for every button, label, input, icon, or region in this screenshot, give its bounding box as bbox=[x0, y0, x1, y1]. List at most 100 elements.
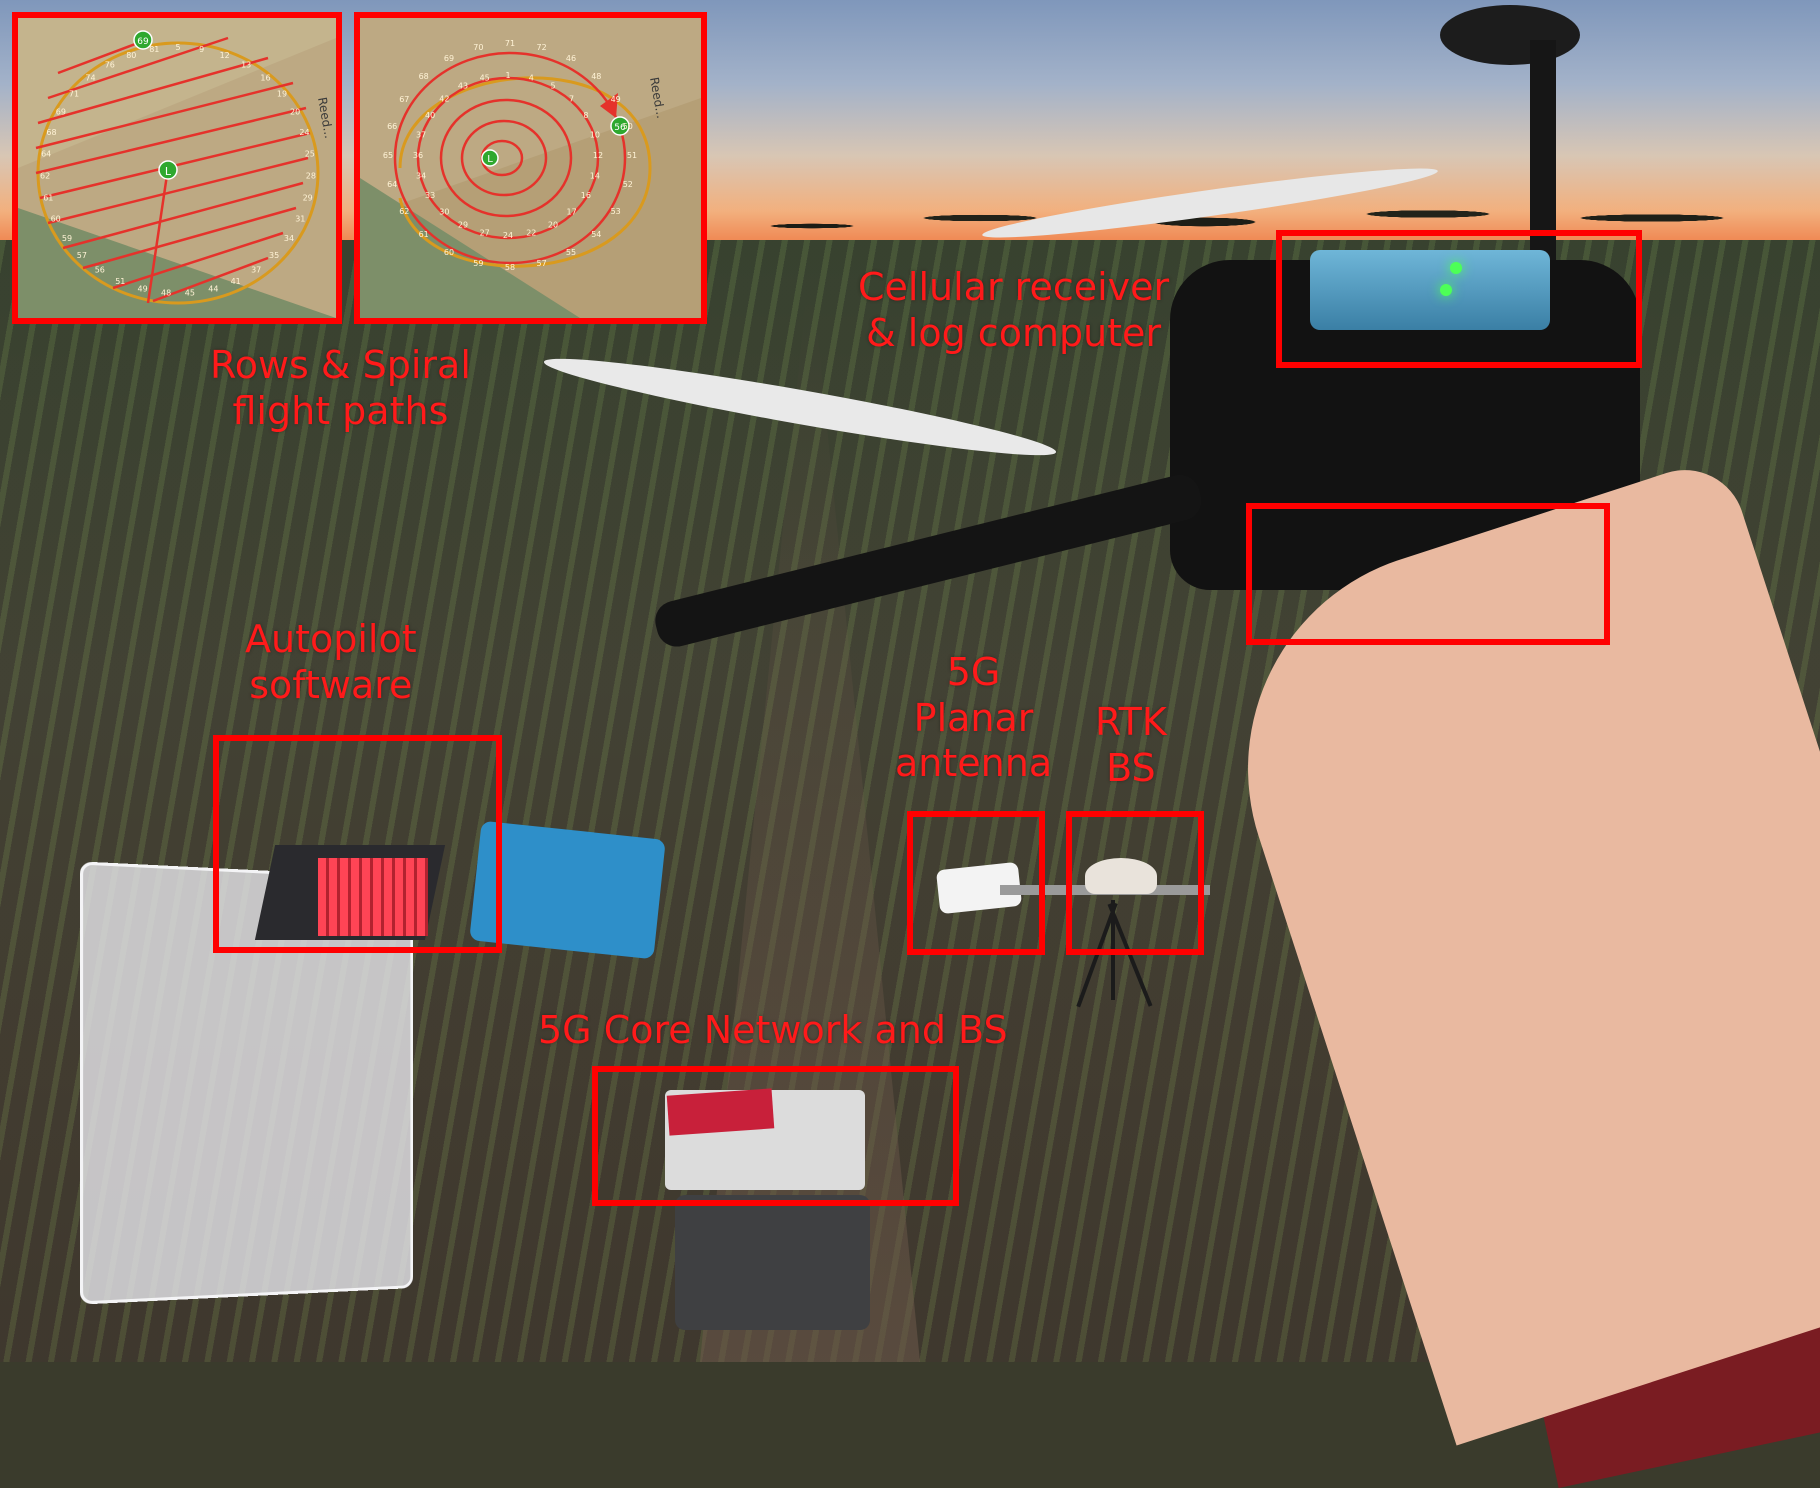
waypoint-number: 51 bbox=[627, 151, 637, 160]
waypoint-number: 9 bbox=[199, 45, 204, 54]
portable-power-station bbox=[675, 1195, 870, 1330]
waypoint-number: 5 bbox=[550, 82, 555, 91]
waypoint-number: 59 bbox=[473, 259, 483, 268]
waypoint-number: 68 bbox=[46, 128, 56, 137]
waypoint-number: 76 bbox=[105, 60, 115, 69]
waypoint-number: 65 bbox=[383, 151, 393, 160]
waypoint-number: 36 bbox=[413, 151, 423, 160]
waypoint-number: 27 bbox=[480, 228, 490, 237]
rows-spiral-label: Rows & Spiral flight paths bbox=[210, 343, 471, 434]
waypoint-number: 34 bbox=[416, 172, 426, 181]
waypoint-number: 60 bbox=[444, 248, 454, 257]
waypoint-number: 37 bbox=[416, 130, 426, 139]
waypoint-number: 81 bbox=[149, 45, 159, 54]
waypoint-number: 57 bbox=[537, 259, 547, 268]
waypoint-number: 62 bbox=[40, 172, 50, 181]
waypoint-number: 71 bbox=[69, 89, 79, 98]
waypoint-number: 66 bbox=[387, 122, 397, 131]
waypoint-number: 1 bbox=[505, 71, 510, 80]
waypoint-number: 29 bbox=[303, 193, 313, 202]
waypoint-number: 24 bbox=[299, 128, 309, 137]
treeline bbox=[700, 170, 1820, 250]
waypoint-number: 29 bbox=[458, 220, 468, 229]
waypoint-number: 37 bbox=[251, 266, 261, 275]
waypoint-number: 57 bbox=[77, 251, 87, 260]
waypoint-number: 70 bbox=[473, 43, 483, 52]
waypoint-number: 69 bbox=[56, 108, 66, 117]
end-marker-label: 69 bbox=[137, 37, 149, 47]
waypoint-number: 12 bbox=[220, 51, 230, 60]
drone-payload-box bbox=[1246, 503, 1610, 645]
waypoint-number: 72 bbox=[537, 43, 547, 52]
waypoint-number: 64 bbox=[387, 180, 397, 189]
waypoint-number: 16 bbox=[581, 191, 591, 200]
waypoint-number: 49 bbox=[138, 285, 148, 294]
waypoint-number: 4 bbox=[529, 74, 534, 83]
waypoint-number: 7 bbox=[569, 94, 574, 103]
waypoint-number: 19 bbox=[277, 89, 287, 98]
waypoint-number: 28 bbox=[306, 172, 316, 181]
waypoint-number: 69 bbox=[444, 54, 454, 63]
planar-antenna-label: 5G Planar antenna bbox=[895, 650, 1052, 787]
rtk-bs-box bbox=[1066, 811, 1204, 955]
waypoint-number: 42 bbox=[439, 94, 449, 103]
waypoint-number: 68 bbox=[419, 72, 429, 81]
waypoint-number: 40 bbox=[425, 111, 435, 120]
waypoint-number: 53 bbox=[611, 207, 621, 216]
waypoint-number: 67 bbox=[399, 95, 409, 104]
waypoint-number: 46 bbox=[566, 54, 576, 63]
waypoint-number: 71 bbox=[505, 39, 515, 48]
waypoint-number: 8 bbox=[583, 111, 588, 120]
waypoint-number: 50 bbox=[623, 122, 633, 131]
waypoint-number: 14 bbox=[590, 172, 600, 181]
rtk-bs-label: RTK BS bbox=[1095, 700, 1167, 791]
waypoint-number: 35 bbox=[269, 251, 279, 260]
rows-flight-path-svg: L 69 Reed... 5 91213161920242528293134353… bbox=[18, 18, 336, 318]
waypoint-number: 62 bbox=[399, 207, 409, 216]
waypoint-number: 49 bbox=[611, 95, 621, 104]
rows-flight-path-map: L 69 Reed... 5 9 12 13 16 19 20 24 25 28 29 31 34 35 3… bbox=[12, 12, 342, 324]
waypoint-number: 48 bbox=[591, 72, 601, 81]
core-network-label: 5G Core Network and BS bbox=[538, 1008, 1008, 1054]
start-marker-label: L bbox=[487, 154, 493, 165]
waypoint-number: 25 bbox=[305, 150, 315, 159]
waypoint-number: 55 bbox=[566, 248, 576, 257]
waypoint-number: 80 bbox=[126, 51, 136, 60]
core-network-box bbox=[592, 1066, 959, 1206]
waypoint-number: 5 bbox=[175, 43, 180, 52]
start-marker-label: L bbox=[165, 165, 172, 178]
spiral-flight-path-svg: L 56 Reed... 1 45781012141617202224272930… bbox=[360, 18, 701, 318]
waypoint-number: 12 bbox=[593, 151, 603, 160]
waypoint-number: 20 bbox=[548, 220, 558, 229]
waypoint-number: 10 bbox=[590, 130, 600, 139]
waypoint-number: 20 bbox=[290, 108, 300, 117]
waypoint-number: 44 bbox=[208, 285, 218, 294]
waypoint-number: 61 bbox=[43, 193, 53, 202]
waypoint-number: 61 bbox=[419, 230, 429, 239]
waypoint-number: 54 bbox=[591, 230, 601, 239]
waypoint-number: 74 bbox=[85, 73, 95, 82]
cellular-receiver-label: Cellular receiver & log computer bbox=[858, 265, 1169, 356]
waypoint-number: 52 bbox=[623, 180, 633, 189]
spiral-flight-path-map: L 56 Reed... 1 4 5 7 8 10 12 14 16 17 20 22 24 27 29 30… bbox=[354, 12, 707, 324]
waypoint-number: 58 bbox=[505, 263, 515, 272]
waypoint-number: 45 bbox=[480, 74, 490, 83]
waypoint-number: 59 bbox=[62, 234, 72, 243]
waypoint-number: 24 bbox=[503, 231, 513, 240]
waypoint-number: 30 bbox=[439, 208, 449, 217]
waypoint-number: 48 bbox=[161, 289, 171, 298]
waypoint-number: 31 bbox=[295, 214, 305, 223]
planar-antenna-box bbox=[907, 811, 1045, 955]
cellular-receiver-box bbox=[1276, 230, 1642, 368]
waypoint-number: 33 bbox=[425, 191, 435, 200]
autopilot-label: Autopilot software bbox=[245, 617, 417, 708]
waypoint-number: 56 bbox=[95, 266, 105, 275]
waypoint-number: 51 bbox=[115, 277, 125, 286]
autopilot-laptop-box bbox=[213, 735, 502, 953]
waypoint-number: 41 bbox=[231, 277, 241, 286]
waypoint-number: 34 bbox=[284, 234, 294, 243]
waypoint-number: 45 bbox=[185, 289, 195, 298]
waypoint-number: 60 bbox=[51, 214, 61, 223]
drone-gps-puck bbox=[1440, 5, 1580, 65]
waypoint-number: 17 bbox=[567, 208, 577, 217]
